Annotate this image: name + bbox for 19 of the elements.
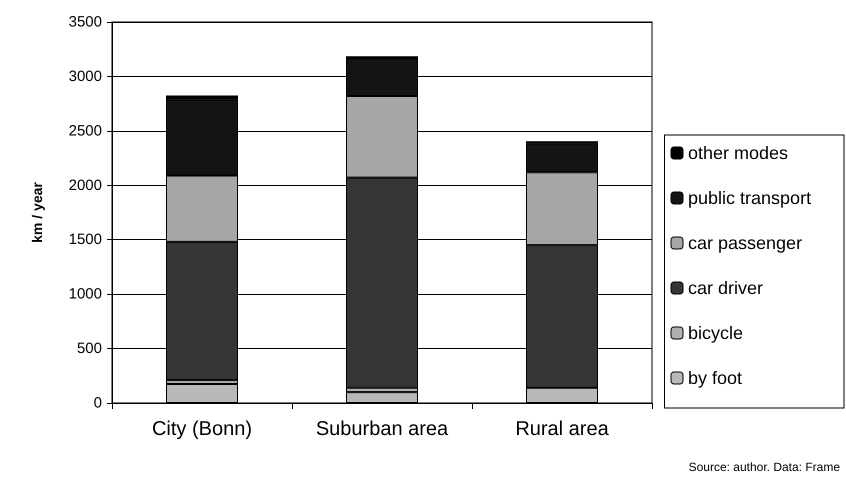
legend-label: car driver [688, 278, 764, 298]
x-tick-label: Rural area [515, 418, 610, 440]
y-tick-label: 3500 [68, 14, 102, 30]
y-tick-label: 0 [94, 394, 102, 412]
y-tick-label: 1500 [68, 231, 102, 248]
legend-label: car passenger [688, 233, 802, 253]
y-tick-label: 1000 [68, 286, 102, 303]
legend-label: bicycle [688, 323, 744, 343]
y-tick-label: 2000 [68, 176, 102, 194]
x-tick-label: City (Bonn) [152, 418, 252, 440]
legend-label: other modes [688, 143, 788, 163]
y-tick-label: 2500 [68, 122, 102, 140]
y-tick-label: 3000 [68, 68, 102, 85]
legend-label: public transport [688, 188, 812, 208]
x-tick-label: Suburban area [316, 418, 450, 440]
source-note: Source: author. Data: Frame [688, 460, 840, 474]
legend-label: by foot [688, 368, 742, 388]
y-tick-label: 500 [76, 340, 102, 358]
y-axis-title: km / year [29, 182, 45, 243]
